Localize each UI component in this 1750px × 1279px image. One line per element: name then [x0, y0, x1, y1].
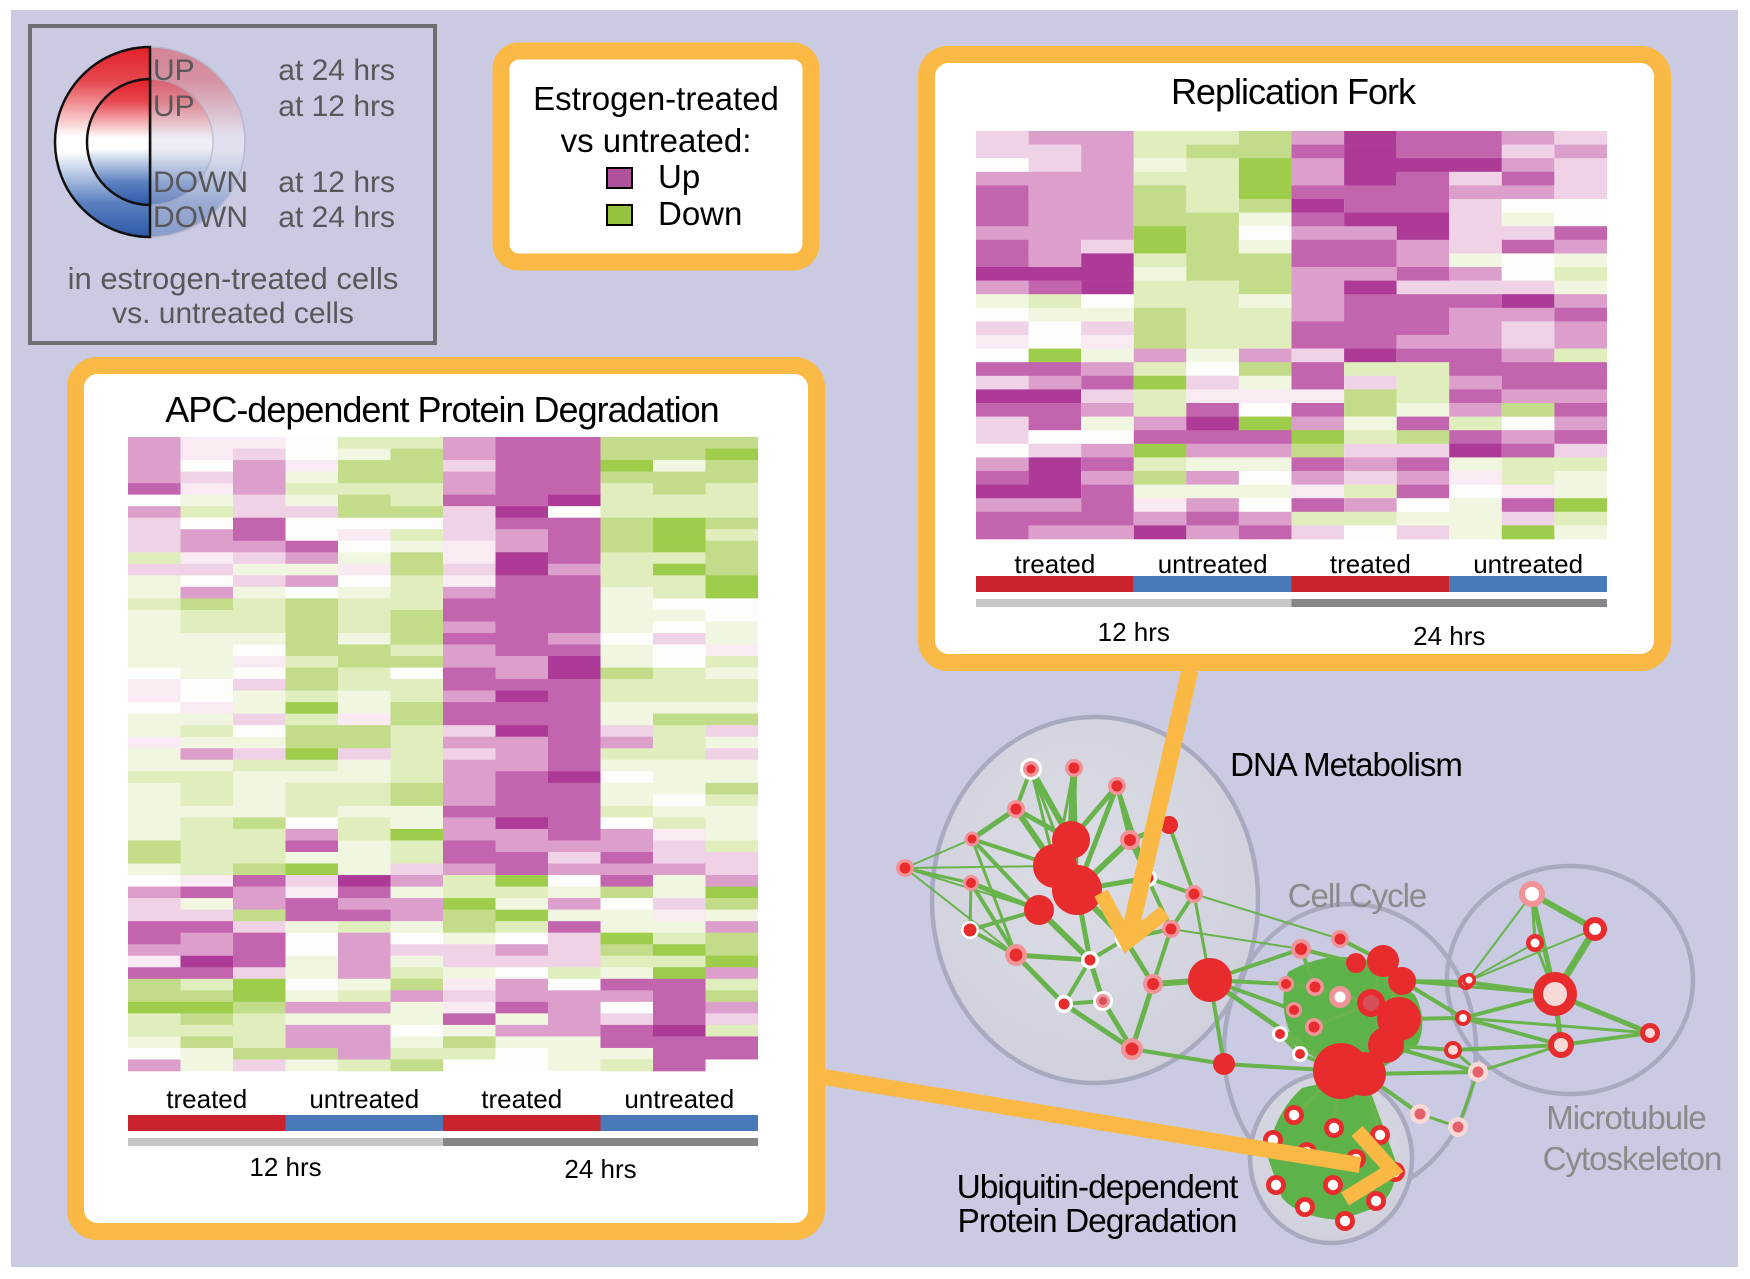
svg-text:Estrogen-treated: Estrogen-treated	[533, 80, 779, 117]
svg-text:treated: treated	[166, 1084, 247, 1114]
svg-text:Microtubule: Microtubule	[1546, 1099, 1706, 1136]
svg-text:DNA Metabolism: DNA Metabolism	[1230, 746, 1462, 783]
svg-text:at 12 hrs: at 12 hrs	[278, 166, 395, 199]
svg-text:vs untreated:: vs untreated:	[561, 122, 752, 159]
svg-text:at 12 hrs: at 12 hrs	[278, 90, 395, 123]
svg-text:Down: Down	[658, 195, 742, 232]
svg-text:UP: UP	[153, 54, 195, 87]
svg-text:Replication Fork: Replication Fork	[1171, 71, 1417, 112]
svg-text:DOWN: DOWN	[153, 201, 248, 234]
svg-text:Up: Up	[658, 158, 700, 195]
svg-text:Cell Cycle: Cell Cycle	[1288, 877, 1427, 914]
svg-text:12 hrs: 12 hrs	[1098, 617, 1170, 647]
svg-text:at 24 hrs: at 24 hrs	[278, 201, 395, 234]
svg-text:in estrogen-treated cells: in estrogen-treated cells	[68, 261, 399, 296]
svg-text:DOWN: DOWN	[153, 166, 248, 199]
svg-text:treated: treated	[1014, 549, 1095, 579]
svg-text:UP: UP	[153, 90, 195, 123]
svg-text:treated: treated	[481, 1084, 562, 1114]
svg-text:Ubiquitin-dependent: Ubiquitin-dependent	[957, 1169, 1240, 1206]
svg-text:APC-dependent Protein Degradat: APC-dependent Protein Degradation	[165, 389, 718, 430]
svg-text:12 hrs: 12 hrs	[249, 1152, 321, 1182]
svg-text:treated: treated	[1330, 549, 1411, 579]
svg-text:untreated: untreated	[309, 1084, 419, 1114]
svg-text:Cytoskeleton: Cytoskeleton	[1543, 1140, 1722, 1177]
svg-text:24 hrs: 24 hrs	[564, 1154, 636, 1184]
svg-text:untreated: untreated	[1473, 549, 1583, 579]
svg-text:untreated: untreated	[1158, 549, 1268, 579]
svg-text:vs. untreated cells: vs. untreated cells	[112, 297, 354, 330]
svg-text:untreated: untreated	[624, 1084, 734, 1114]
svg-text:Protein Degradation: Protein Degradation	[958, 1203, 1237, 1240]
svg-text:at 24 hrs: at 24 hrs	[278, 54, 395, 87]
svg-text:24 hrs: 24 hrs	[1413, 621, 1485, 651]
